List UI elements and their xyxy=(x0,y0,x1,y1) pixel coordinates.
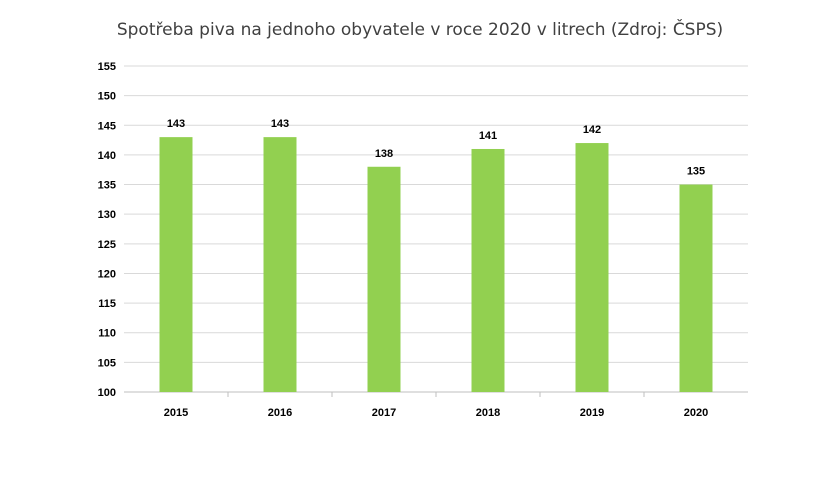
bar-2015 xyxy=(159,137,193,392)
y-tick-label: 140 xyxy=(98,150,116,162)
grid-lines xyxy=(124,65,748,393)
y-tick-label: 110 xyxy=(98,328,116,340)
y-tick-label: 105 xyxy=(98,357,116,369)
y-tick-label: 145 xyxy=(98,120,116,132)
bar-2018 xyxy=(471,148,505,392)
data-label-2016: 143 xyxy=(271,118,289,130)
x-tick-label-2018: 2018 xyxy=(476,407,500,419)
y-tick-label: 100 xyxy=(98,387,116,399)
y-tick-label: 130 xyxy=(98,209,116,221)
bar-2019 xyxy=(575,143,609,392)
data-label-2018: 141 xyxy=(479,130,497,142)
data-label-2015: 143 xyxy=(167,118,185,130)
data-label-2017: 138 xyxy=(375,148,393,160)
bars xyxy=(159,137,713,392)
x-tick-label-2016: 2016 xyxy=(268,407,292,419)
data-label-2020: 135 xyxy=(687,166,705,178)
chart-title: Spotřeba piva na jednoho obyvatele v roc… xyxy=(116,20,724,40)
x-tick-label-2020: 2020 xyxy=(684,407,708,419)
y-tick-label: 115 xyxy=(98,298,116,310)
data-labels: 143 143 138 141 142 135 xyxy=(167,118,705,177)
y-tick-label: 125 xyxy=(98,239,116,251)
x-tick-label-2015: 2015 xyxy=(164,407,188,419)
y-tick-label: 120 xyxy=(98,268,116,280)
bar-2020 xyxy=(679,184,713,392)
y-tick-label: 135 xyxy=(98,180,116,192)
bar-2017 xyxy=(367,166,401,392)
x-tick-label-2019: 2019 xyxy=(580,407,604,419)
y-tick-label: 155 xyxy=(98,61,116,73)
bar-2016 xyxy=(263,137,297,392)
x-axis: 2015 2016 2017 2018 2019 2020 xyxy=(164,392,708,419)
y-axis: 100 105 110 115 120 125 130 135 140 145 150 155 xyxy=(98,61,116,399)
data-label-2019: 142 xyxy=(583,124,601,136)
y-tick-label: 150 xyxy=(98,91,116,103)
x-tick-label-2017: 2017 xyxy=(372,407,396,419)
